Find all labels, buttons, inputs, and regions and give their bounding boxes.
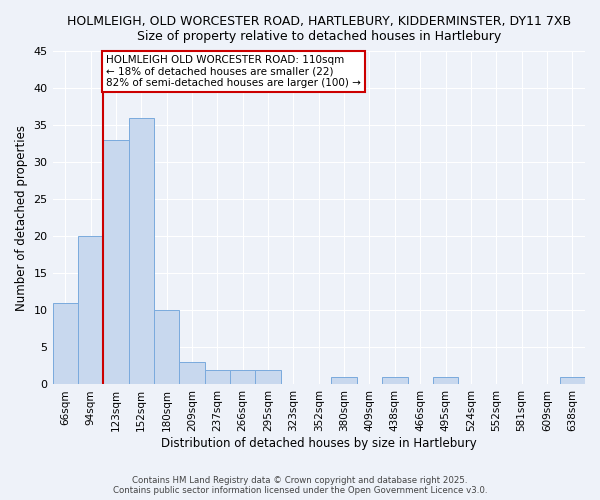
- Bar: [179, 362, 205, 384]
- Bar: [331, 377, 357, 384]
- Bar: [53, 303, 78, 384]
- Bar: [433, 377, 458, 384]
- X-axis label: Distribution of detached houses by size in Hartlebury: Distribution of detached houses by size …: [161, 437, 476, 450]
- Bar: [103, 140, 128, 384]
- Y-axis label: Number of detached properties: Number of detached properties: [15, 125, 28, 311]
- Bar: [230, 370, 256, 384]
- Title: HOLMLEIGH, OLD WORCESTER ROAD, HARTLEBURY, KIDDERMINSTER, DY11 7XB
Size of prope: HOLMLEIGH, OLD WORCESTER ROAD, HARTLEBUR…: [67, 15, 571, 43]
- Bar: [78, 236, 103, 384]
- Bar: [154, 310, 179, 384]
- Text: Contains HM Land Registry data © Crown copyright and database right 2025.
Contai: Contains HM Land Registry data © Crown c…: [113, 476, 487, 495]
- Bar: [382, 377, 407, 384]
- Bar: [256, 370, 281, 384]
- Bar: [560, 377, 585, 384]
- Bar: [205, 370, 230, 384]
- Bar: [128, 118, 154, 384]
- Text: HOLMLEIGH OLD WORCESTER ROAD: 110sqm
← 18% of detached houses are smaller (22)
8: HOLMLEIGH OLD WORCESTER ROAD: 110sqm ← 1…: [106, 55, 361, 88]
